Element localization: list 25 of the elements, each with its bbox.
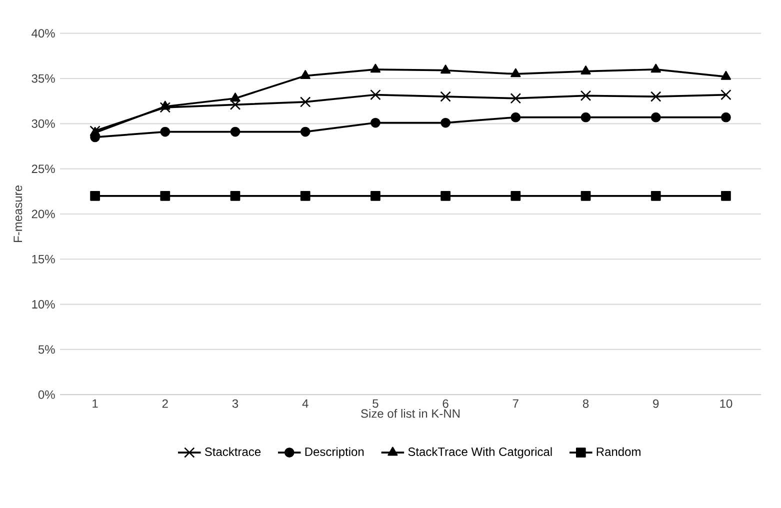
y-tick-label: 40%: [32, 29, 55, 38]
x-tick-label: 5: [372, 399, 378, 408]
legend-label: Stacktrace: [204, 447, 261, 456]
x-tick-label: 2: [162, 399, 168, 408]
x-tick-label: 4: [302, 399, 308, 408]
x-tick-label: 9: [653, 399, 659, 408]
x-tick-label: 7: [512, 399, 518, 408]
x-tick-label: 3: [232, 399, 238, 408]
x-tick-label: 10: [720, 399, 732, 408]
y-axis-title: F-measure: [14, 186, 22, 242]
y-tick-label: 35%: [32, 74, 55, 83]
x-axis-title: Size of list in K-NN: [361, 409, 460, 418]
legend-label: Random: [596, 447, 640, 456]
x-tick-label: 1: [92, 399, 98, 408]
y-tick-label: 20%: [32, 210, 55, 218]
x-tick-label: 8: [582, 399, 589, 408]
legend-label: StackTrace With Catgorical: [408, 447, 552, 458]
x-tick-label: 6: [442, 399, 448, 408]
y-tick-label: 10%: [32, 300, 55, 309]
y-tick-label: 5%: [38, 345, 55, 354]
y-tick-label: 0%: [38, 390, 55, 399]
y-tick-label: 30%: [32, 119, 55, 128]
legend-label: Description: [305, 447, 364, 458]
y-tick-label: 25%: [32, 164, 55, 174]
y-tick-label: 15%: [32, 254, 55, 264]
